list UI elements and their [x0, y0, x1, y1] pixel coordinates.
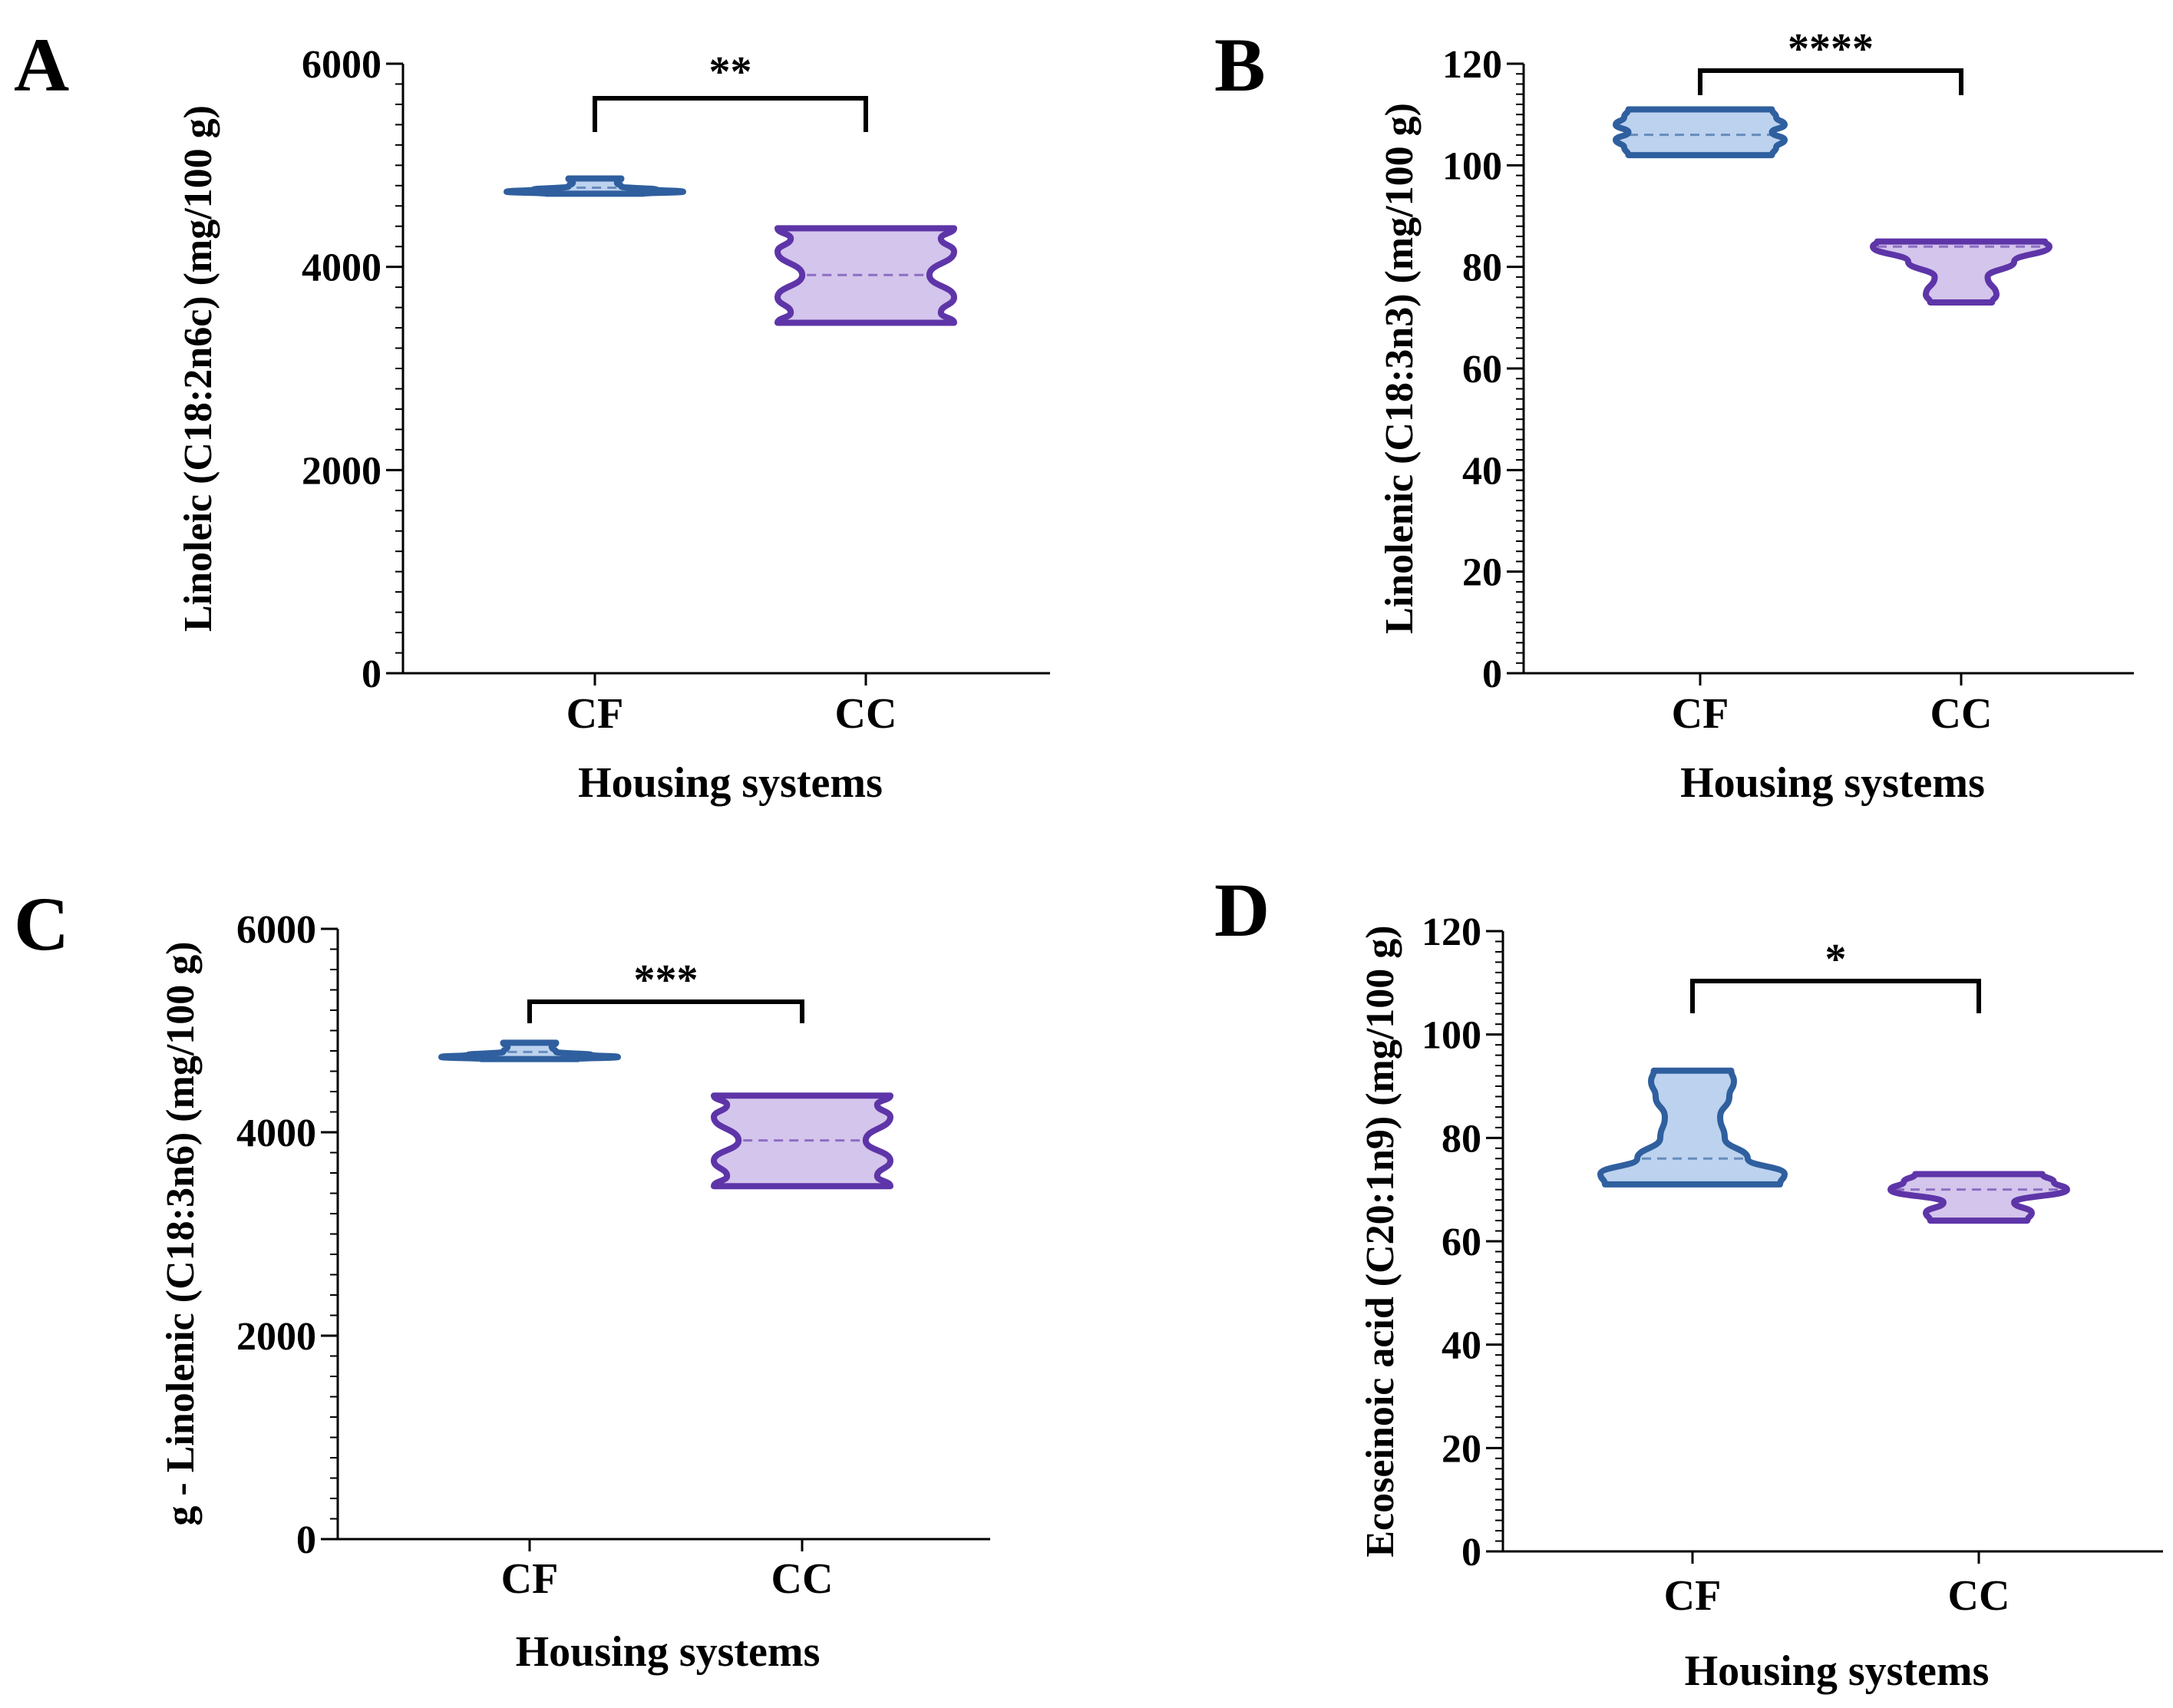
x-axis-label: Housing systems [578, 759, 883, 807]
y-axis-label: Ecoseinoic acid (C20:1n9) (mg/100 g) [1359, 925, 1402, 1557]
violin-cc [1887, 1171, 2070, 1224]
significance-bracket [527, 999, 804, 1023]
x-tick-label: CF [1672, 690, 1729, 738]
y-tick-label: 60 [1462, 348, 1502, 391]
y-tick-label: 4000 [236, 1112, 316, 1155]
violin-cf [1613, 106, 1788, 159]
y-tick-label: 2000 [236, 1315, 316, 1359]
significance-bracket [1690, 979, 1981, 1013]
panel-B: B 0 20 40 60 80 100 120 CF CC Housing systems Linol… [1214, 22, 2134, 807]
panel-letter: C [14, 881, 69, 966]
y-tick-label: 0 [1482, 652, 1502, 696]
panel-letter: D [1214, 867, 1270, 953]
x-tick-label: CC [1930, 690, 1993, 738]
y-tick-label: 0 [362, 652, 381, 696]
y-tick-label: 6000 [236, 908, 316, 952]
x-tick-label: CF [501, 1555, 559, 1603]
significance-stars: **** [1788, 25, 1874, 73]
y-tick-label: 20 [1442, 1427, 1481, 1471]
significance-stars: ** [709, 48, 752, 96]
x-tick-label: CF [1664, 1572, 1722, 1620]
significance-bracket [1698, 68, 1963, 95]
y-tick-label: 0 [1461, 1531, 1481, 1574]
x-tick-label: CC [835, 690, 897, 738]
y-tick-label: 80 [1462, 246, 1502, 290]
violin-cf [1597, 1067, 1788, 1188]
y-tick-label: 120 [1422, 910, 1481, 954]
y-axis-label: g - Linolenic (C18:3n6) (mg/100 g) [159, 941, 203, 1525]
significance-stars: * [1825, 936, 1847, 983]
y-tick-label: 40 [1442, 1324, 1481, 1368]
y-tick-label: 6000 [302, 43, 381, 87]
y-tick-label: 120 [1442, 43, 1502, 87]
x-axis-label: Housing systems [516, 1628, 821, 1676]
x-axis-label: Housing systems [1680, 759, 1985, 807]
y-tick-label: 2000 [302, 449, 381, 493]
y-tick-label: 60 [1442, 1221, 1481, 1264]
y-axis-label: Linoleic (C18:2n6c) (mg/100 g) [177, 105, 220, 632]
y-axis-label: Linolenic (C18:3n3) (mg/100 g) [1378, 103, 1422, 634]
significance-bracket [593, 96, 868, 132]
y-tick-label: 100 [1442, 144, 1502, 188]
violin-cf [504, 175, 686, 197]
panel-letter: B [1214, 22, 1266, 107]
violin-cc [711, 1092, 893, 1190]
significance-stars: *** [634, 956, 698, 1004]
x-tick-label: CC [1948, 1572, 2010, 1620]
y-tick-label: 0 [296, 1518, 316, 1562]
violin-cc [774, 225, 957, 326]
x-tick-label: CF [566, 690, 624, 738]
y-tick-label: 40 [1462, 449, 1502, 493]
x-tick-label: CC [771, 1555, 834, 1603]
panel-D: D 0 20 40 60 80 100 120 CF CC Housing systems Ecose… [1214, 867, 2163, 1695]
x-axis-label: Housing systems [1685, 1647, 1990, 1695]
y-tick-label: 20 [1462, 551, 1502, 595]
y-tick-label: 4000 [302, 246, 381, 290]
violin-cc [1870, 238, 2052, 306]
panel-C: C 0 2000 4000 6000 CF CC Housing systems g - Lin… [14, 881, 990, 1676]
panel-A: A 0 2000 4000 6000 CF CC Housing systems Linolei… [14, 22, 1050, 807]
panel-letter: A [14, 22, 69, 107]
y-tick-label: 80 [1442, 1117, 1481, 1161]
y-tick-label: 100 [1422, 1014, 1481, 1058]
